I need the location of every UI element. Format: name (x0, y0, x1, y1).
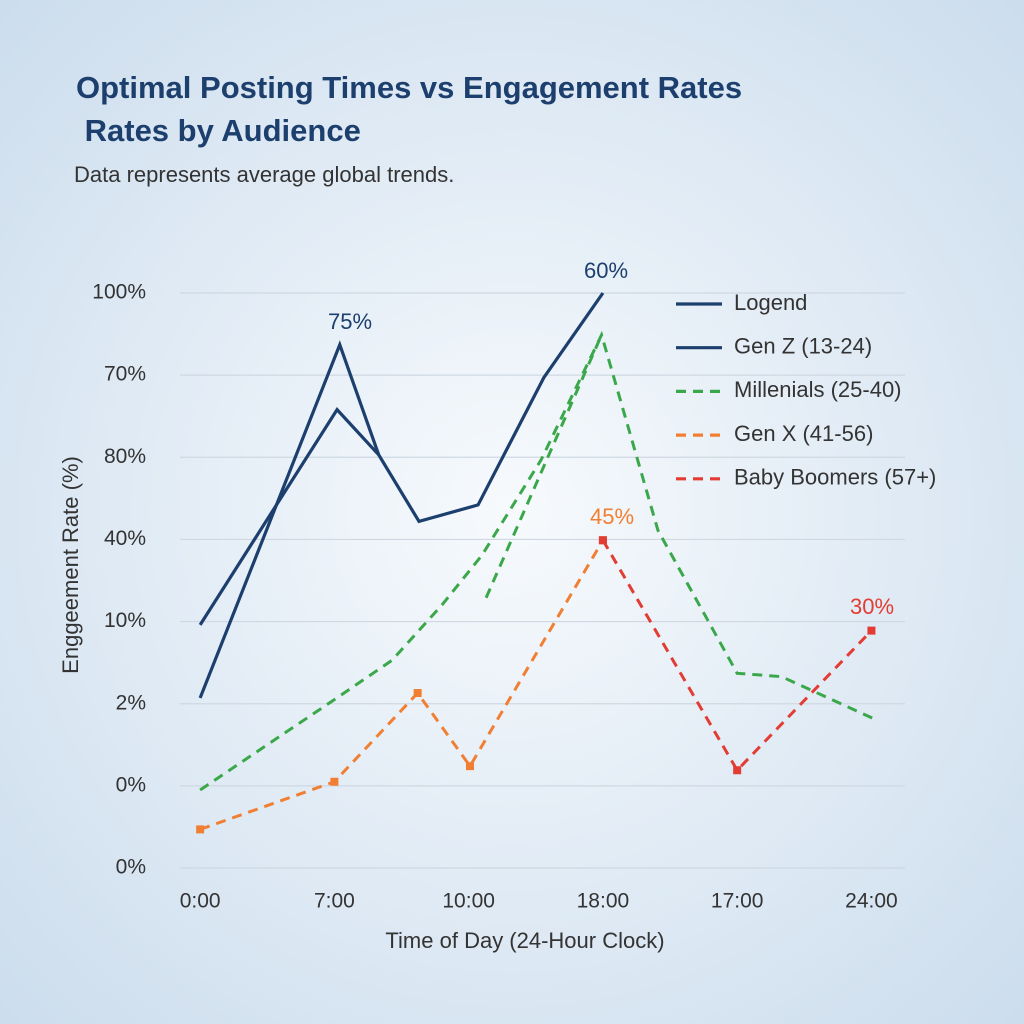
y-tick-label: 80% (104, 445, 146, 468)
x-tick-label: 18:00 (577, 890, 630, 913)
point-marker (733, 766, 742, 775)
chart-title: Optimal Posting Times vs Engagement Rate… (76, 70, 742, 105)
annotation: 30% (850, 594, 894, 619)
y-tick-label: 100% (92, 281, 146, 304)
y-tick-label: 2% (116, 691, 146, 714)
chart-subtitle: Data represents average global trends. (74, 162, 454, 187)
point-marker (413, 689, 422, 698)
point-marker (466, 762, 474, 771)
series-line (198, 340, 381, 699)
series-line (199, 330, 878, 792)
chart-title: Rates by Audience (76, 113, 361, 148)
legend-label: Logend (734, 290, 807, 315)
legend-label: Gen X (41-56) (734, 421, 873, 446)
y-tick-label: 10% (104, 609, 146, 632)
series-line (601, 539, 873, 773)
x-tick-label: 17:00 (711, 890, 764, 913)
y-tick-label: 70% (104, 363, 146, 386)
point-marker (196, 825, 205, 834)
x-tick-label: 0:00 (180, 890, 221, 913)
y-tick-label: 0% (116, 773, 146, 796)
annotation: 60% (584, 258, 628, 283)
legend-label: Gen Z (13-24) (734, 334, 872, 359)
point-marker (867, 626, 876, 635)
point-marker (598, 536, 607, 545)
y-axis-label: Enggeement Rate (%) (58, 456, 83, 674)
x-tick-label: 24:00 (845, 890, 898, 913)
annotation: 45% (590, 504, 634, 529)
x-axis-label: Time of Day (24-Hour Clock) (385, 928, 664, 953)
y-tick-label: 0% (116, 856, 146, 879)
annotation: 75% (328, 309, 372, 334)
x-tick-label: 10:00 (442, 890, 495, 913)
series-line (198, 292, 605, 626)
legend-label: Millenials (25-40) (734, 377, 902, 402)
x-tick-label: 7:00 (314, 890, 355, 913)
y-tick-label: 40% (104, 527, 146, 550)
point-marker (330, 777, 339, 786)
legend-label: Baby Boomers (57+) (734, 465, 936, 490)
